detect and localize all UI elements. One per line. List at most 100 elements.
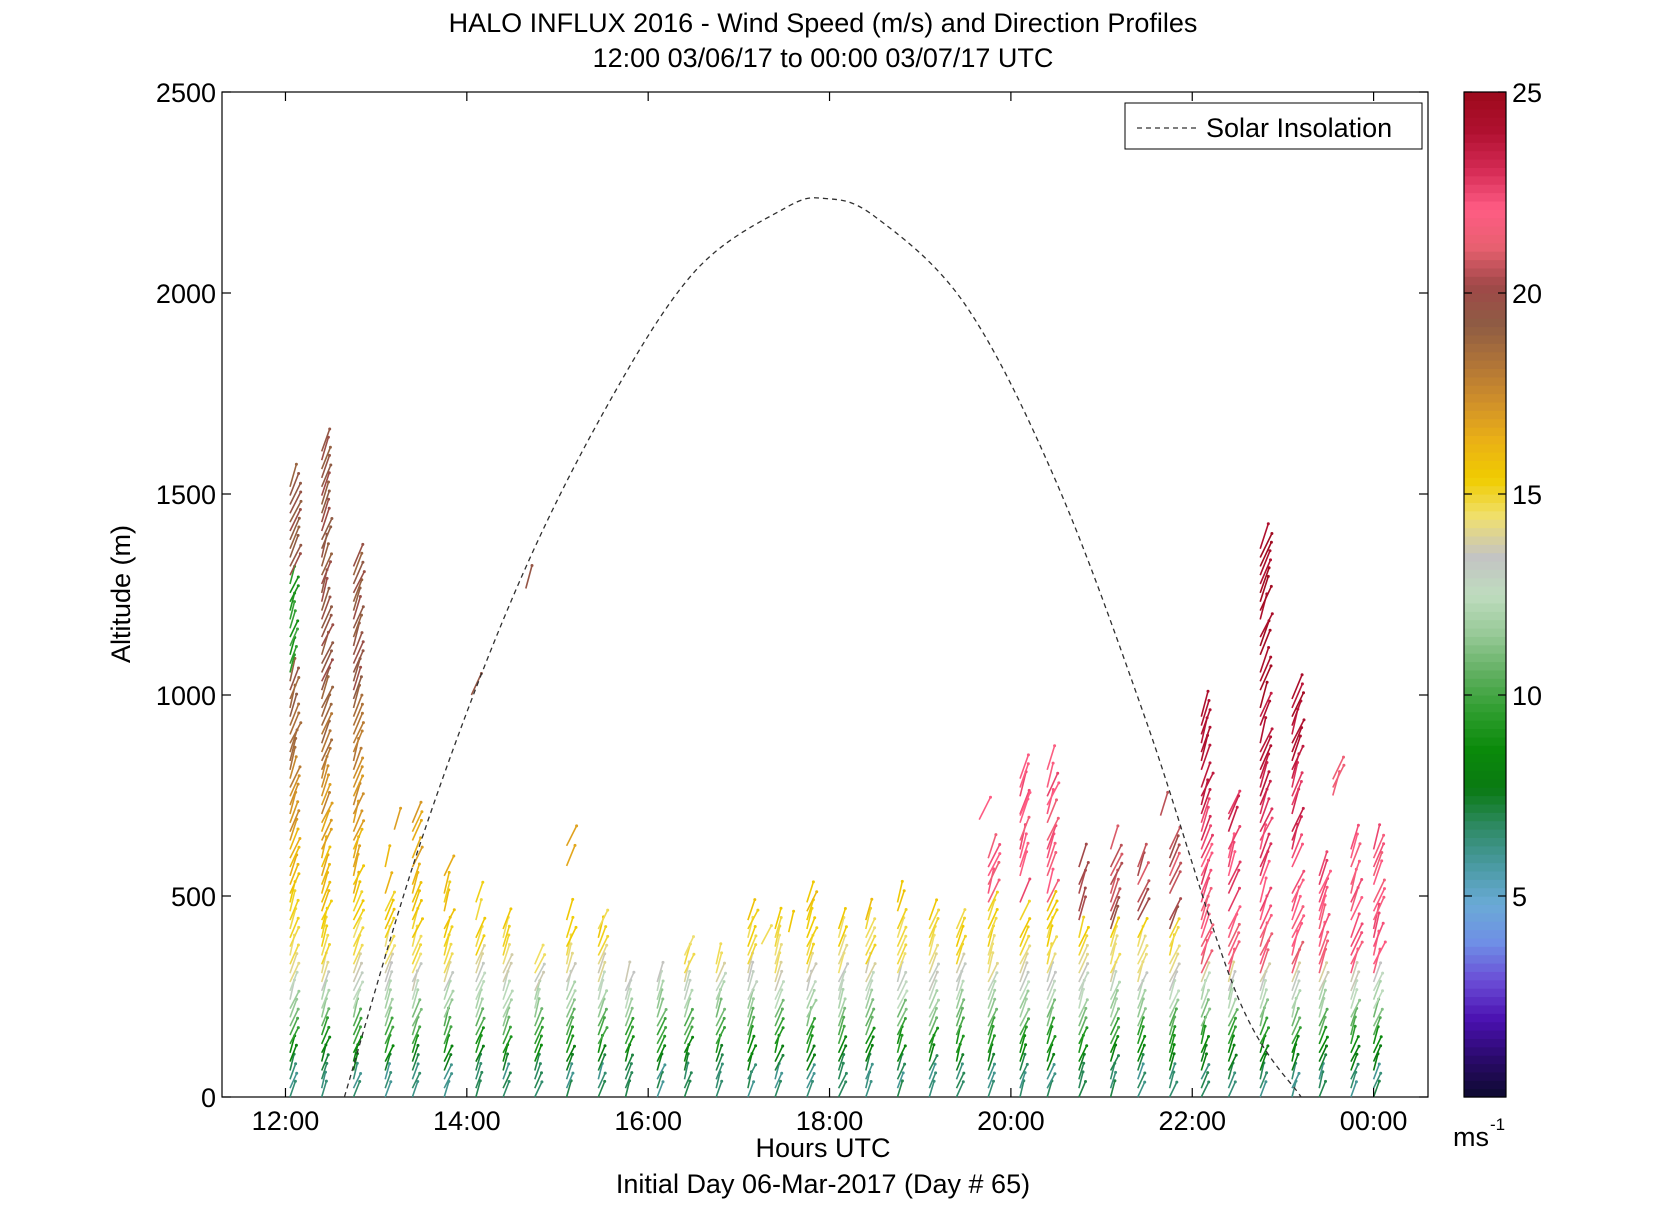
wind-barb: [289, 576, 300, 594]
wind-barb-head: [753, 925, 757, 928]
legend-label: Solar Insolation: [1206, 113, 1392, 143]
wind-barb: [1372, 1045, 1382, 1062]
wind-barb: [320, 1080, 328, 1098]
wind-barb-head: [904, 908, 908, 911]
wind-barb: [928, 999, 940, 1018]
wind-barb: [624, 989, 632, 1009]
wind-barb: [443, 926, 453, 947]
plot-area: [221, 91, 1429, 1098]
wind-barb-head: [298, 837, 302, 840]
wind-barb-head: [1116, 1017, 1120, 1020]
colorbar-segment: [1464, 259, 1506, 269]
wind-barb-head: [296, 627, 299, 631]
wind-barb: [1318, 1008, 1328, 1027]
wind-barb: [1168, 835, 1179, 859]
wind-barb: [747, 962, 754, 983]
colorbar-segment: [1464, 192, 1506, 202]
colorbar-segment: [1464, 301, 1506, 311]
wind-barb: [320, 810, 330, 832]
wind-barb: [806, 908, 813, 930]
wind-barb: [955, 935, 967, 956]
wind-barb-head: [1143, 988, 1147, 992]
colorbar-segment: [1464, 133, 1506, 143]
wind-barb-head: [331, 623, 335, 627]
wind-barb-head: [326, 542, 330, 546]
wind-barb-head: [571, 915, 575, 919]
wind-barb: [1350, 941, 1363, 965]
wind-barb-head: [1378, 1016, 1382, 1020]
wind-barb: [1019, 990, 1029, 1009]
wind-barb: [1259, 1072, 1268, 1089]
wind-barb: [289, 667, 300, 691]
wind-barb: [1227, 795, 1240, 820]
wind-barb-head: [570, 951, 574, 955]
wind-barb-head: [1270, 727, 1274, 731]
wind-barb: [715, 1081, 723, 1098]
wind-barb-head: [1232, 832, 1236, 836]
wind-barb: [806, 952, 814, 974]
wind-barb: [352, 622, 361, 647]
wind-barb-head: [482, 980, 486, 983]
colorbar-tick-label: 20: [1512, 279, 1542, 309]
wind-barb: [1318, 948, 1327, 974]
wind-barb-head: [780, 1071, 784, 1075]
wind-barb: [352, 596, 362, 620]
colorbar-segment: [1464, 1071, 1506, 1081]
wind-barb: [320, 765, 329, 788]
wind-barb: [955, 1035, 965, 1054]
wind-barb: [289, 792, 297, 815]
wind-barb-head: [358, 952, 362, 956]
wind-barb-head: [1269, 744, 1273, 748]
wind-barb: [475, 1035, 483, 1054]
wind-barb: [475, 1080, 482, 1098]
wind-barb: [352, 571, 366, 594]
wind-barb-head: [329, 560, 332, 564]
wind-barb-head: [361, 756, 365, 760]
wind-barb-head: [1056, 816, 1060, 820]
wind-barb-head: [1086, 861, 1090, 864]
colorbar-unit-label: ms: [1453, 1122, 1489, 1152]
wind-barb: [443, 1054, 452, 1071]
wind-barb: [320, 819, 333, 841]
wind-barb: [1200, 798, 1210, 824]
wind-barb-head: [605, 989, 609, 993]
wind-barb: [1109, 897, 1120, 921]
wind-barb: [320, 1008, 330, 1027]
wind-barb-head: [1117, 896, 1121, 899]
wind-barb-head: [331, 641, 335, 645]
wind-barb-head: [998, 843, 1002, 846]
wind-barb: [289, 747, 296, 770]
wind-barb-head: [1360, 922, 1364, 926]
wind-barb: [683, 1062, 689, 1080]
wind-barb: [747, 1026, 754, 1045]
wind-barb-head: [1301, 878, 1305, 882]
wind-barb: [1168, 852, 1181, 877]
wind-barb: [502, 962, 512, 983]
wind-barb: [683, 1072, 693, 1089]
wind-barb: [683, 1036, 694, 1054]
wind-barb-head: [450, 952, 454, 956]
wind-barb-head: [1355, 988, 1359, 992]
wind-barb-head: [1208, 708, 1212, 712]
wind-barb-head: [295, 970, 299, 974]
wind-barb: [1291, 735, 1302, 762]
wind-barb: [1019, 1018, 1030, 1036]
wind-barb-head: [1234, 1053, 1238, 1057]
wind-barb: [289, 999, 298, 1018]
wind-barb-head: [447, 870, 451, 874]
wind-barb: [747, 989, 754, 1009]
wind-barb-head: [539, 1034, 543, 1038]
wind-barb: [565, 1080, 572, 1098]
wind-barb: [715, 1027, 726, 1045]
wind-barb-head: [1142, 1043, 1146, 1047]
wind-barb: [928, 1063, 936, 1080]
wind-barb-head: [1055, 935, 1059, 939]
wind-barb: [928, 918, 939, 939]
wind-barb: [565, 952, 574, 974]
wind-barb: [1291, 781, 1303, 806]
wind-barb-head: [325, 924, 329, 928]
wind-barb-head: [1116, 904, 1120, 908]
wind-barb: [624, 1036, 635, 1054]
wind-barb-head: [936, 1026, 940, 1030]
wind-barb-head: [1269, 904, 1273, 908]
